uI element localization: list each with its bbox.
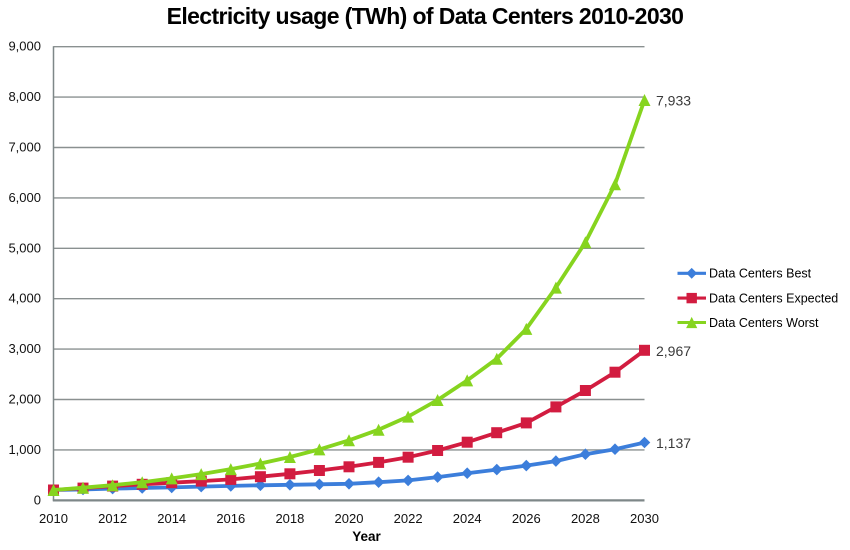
svg-text:3,000: 3,000 [8, 341, 41, 356]
svg-text:2016: 2016 [216, 511, 245, 526]
svg-text:2020: 2020 [335, 511, 364, 526]
svg-text:Electricity usage (TWh) of Dat: Electricity usage (TWh) of Data Centers … [167, 3, 684, 29]
svg-text:2028: 2028 [571, 511, 600, 526]
svg-text:4,000: 4,000 [8, 291, 41, 306]
svg-text:Data Centers Expected: Data Centers Expected [709, 292, 838, 306]
svg-text:2022: 2022 [394, 511, 423, 526]
svg-text:2026: 2026 [512, 511, 541, 526]
svg-text:5,000: 5,000 [8, 240, 41, 255]
svg-text:1,000: 1,000 [8, 442, 41, 457]
svg-text:Data Centers Worst: Data Centers Worst [709, 316, 819, 330]
svg-text:9,000: 9,000 [8, 39, 41, 54]
svg-text:2030: 2030 [630, 511, 659, 526]
svg-text:2,967: 2,967 [656, 343, 691, 359]
svg-text:0: 0 [34, 492, 41, 507]
svg-text:7,000: 7,000 [8, 140, 41, 155]
svg-text:Year: Year [352, 529, 381, 544]
svg-text:2014: 2014 [157, 511, 186, 526]
svg-text:6,000: 6,000 [8, 190, 41, 205]
svg-text:Data Centers Best: Data Centers Best [709, 267, 812, 281]
svg-text:2012: 2012 [98, 511, 127, 526]
svg-text:2,000: 2,000 [8, 392, 41, 407]
svg-text:8,000: 8,000 [8, 89, 41, 104]
svg-text:1,137: 1,137 [656, 435, 691, 451]
svg-text:7,933: 7,933 [656, 93, 691, 109]
svg-text:2010: 2010 [39, 511, 68, 526]
svg-text:2018: 2018 [275, 511, 304, 526]
svg-text:2024: 2024 [453, 511, 482, 526]
